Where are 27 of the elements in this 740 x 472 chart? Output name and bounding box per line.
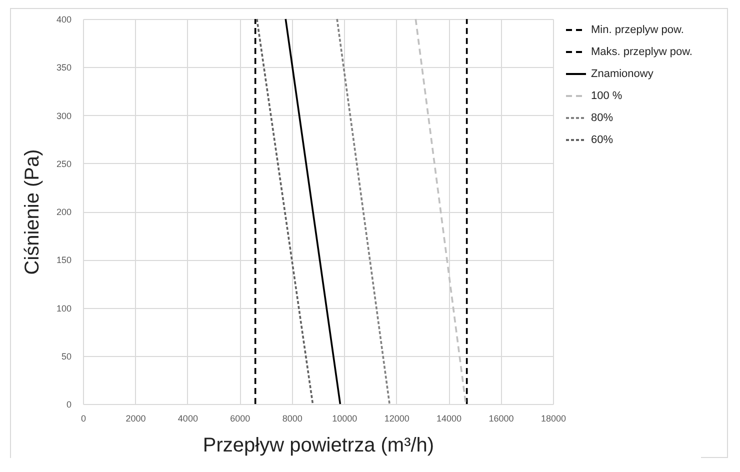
x-tick-label: 8000	[282, 414, 302, 424]
x-tick-label: 16000	[488, 414, 514, 424]
legend-label: 60%	[591, 134, 614, 146]
x-tick-label: 10000	[332, 414, 358, 424]
x-tick-label: 6000	[230, 414, 250, 424]
y-tick-label: 100	[56, 303, 72, 314]
y-tick-label: 250	[56, 158, 72, 169]
x-tick-label: 12000	[384, 414, 410, 424]
legend-label: Maks. przeplyw pow.	[591, 46, 692, 58]
x-tick-label: 2000	[126, 414, 146, 424]
y-tick-label: 200	[56, 207, 72, 217]
y-tick-label: 0	[66, 400, 72, 410]
legend-label: Min. przeplyw pow.	[591, 24, 684, 36]
y-tick-label: 300	[56, 110, 72, 121]
legend-label: 100 %	[591, 90, 622, 102]
legend-label: Znamionowy	[591, 68, 654, 80]
x-axis-title: Przepływ powietrza (m³/h)	[202, 434, 434, 456]
x-tick-label: 4000	[178, 414, 198, 424]
x-tick-label: 0	[80, 414, 86, 424]
y-axis-title: Ciśnienie (Pa)	[21, 149, 44, 275]
legend-label: 80%	[591, 112, 614, 124]
y-tick-label: 50	[61, 351, 72, 362]
y-tick-label: 350	[56, 62, 72, 73]
y-tick-label: 400	[56, 14, 72, 24]
x-tick-label: 14000	[436, 414, 462, 424]
y-tick-label: 150	[56, 255, 72, 266]
x-tick-label: 18000	[540, 414, 566, 424]
